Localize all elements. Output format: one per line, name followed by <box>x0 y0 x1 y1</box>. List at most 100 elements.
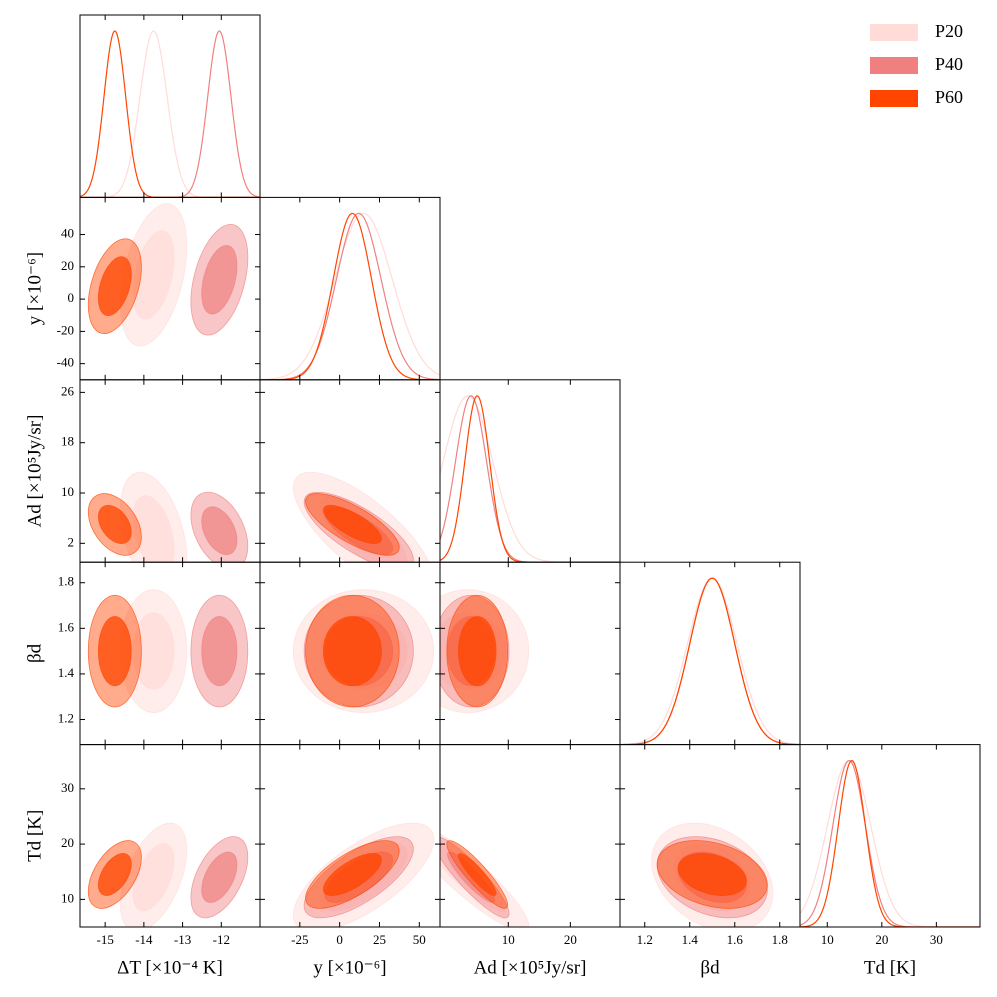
density-curve <box>620 577 800 745</box>
panel <box>620 577 800 745</box>
x-tick-label: 20 <box>875 932 888 947</box>
density-curve <box>80 30 260 198</box>
density-curve <box>440 395 620 563</box>
x-tick-label: 10 <box>502 932 515 947</box>
panel-frame <box>79 14 261 198</box>
panel <box>800 760 980 927</box>
density-curve <box>260 212 440 380</box>
density-curve <box>80 30 260 198</box>
contour <box>201 244 238 315</box>
y-tick-label: 30 <box>61 780 74 795</box>
y-axis-label: y [×10⁻⁶] <box>24 252 45 325</box>
x-tick-label: -13 <box>174 932 191 947</box>
contour <box>677 853 747 896</box>
legend-label: P20 <box>935 21 963 41</box>
density-curve <box>440 395 620 563</box>
y-tick-label: 20 <box>61 835 74 850</box>
y-tick-label: 18 <box>61 434 74 449</box>
x-tick-label: -15 <box>96 932 113 947</box>
panel <box>440 822 530 927</box>
x-tick-label: 10 <box>821 932 834 947</box>
panel <box>292 471 435 563</box>
x-tick-label: -14 <box>135 932 153 947</box>
contour <box>201 616 238 687</box>
x-axis-label: y [×10⁻⁶] <box>313 957 386 978</box>
contour <box>132 495 175 563</box>
panel-frame <box>799 744 981 928</box>
contour <box>322 504 382 544</box>
x-axis-label: Td [K] <box>864 957 916 978</box>
y-axis-label: βd <box>24 643 45 663</box>
legend-swatch <box>870 57 918 74</box>
y-tick-label: 2 <box>68 534 75 549</box>
panel <box>260 212 440 380</box>
density-curve <box>620 577 800 745</box>
panel <box>87 471 249 563</box>
y-tick-label: 10 <box>61 890 74 905</box>
x-tick-label: 0 <box>336 932 343 947</box>
density-curve <box>440 395 620 563</box>
contour <box>97 504 132 544</box>
x-tick-label: 30 <box>930 932 943 947</box>
density-curve <box>800 760 980 927</box>
legend-label: P40 <box>935 54 963 74</box>
y-tick-label: 40 <box>61 226 74 241</box>
x-tick-label: 1.8 <box>772 932 788 947</box>
legend-label: P60 <box>935 87 963 107</box>
contour <box>201 851 238 903</box>
contour <box>97 256 132 317</box>
x-axis-label: ΔT [×10⁻⁴ K] <box>117 957 223 978</box>
y-tick-label: -40 <box>57 355 74 370</box>
contour <box>201 506 238 556</box>
density-curve <box>260 212 440 380</box>
y-tick-label: 1.8 <box>58 574 74 589</box>
y-tick-label: 10 <box>61 484 74 499</box>
legend-swatch <box>870 24 918 41</box>
x-tick-label: 1.2 <box>637 932 653 947</box>
panel <box>87 203 249 347</box>
contour <box>457 616 497 687</box>
panel-frame <box>439 379 621 563</box>
x-tick-label: 25 <box>373 932 386 947</box>
y-tick-label: 1.4 <box>58 665 75 680</box>
contour <box>132 612 175 690</box>
contour <box>97 616 132 687</box>
x-tick-label: 1.4 <box>682 932 699 947</box>
x-tick-label: 50 <box>413 932 426 947</box>
x-tick-label: -12 <box>213 932 230 947</box>
density-curve <box>800 760 980 927</box>
density-curve <box>800 760 980 927</box>
panel <box>292 822 435 927</box>
y-tick-label: -20 <box>57 322 74 337</box>
x-tick-label: 1.6 <box>727 932 744 947</box>
panel <box>80 30 260 198</box>
panel-frame <box>619 561 801 746</box>
legend-swatch <box>870 90 918 107</box>
contour <box>322 616 382 687</box>
y-tick-label: 20 <box>61 258 74 273</box>
contour <box>132 230 175 320</box>
x-axis-label: βd <box>700 957 720 978</box>
density-curve <box>260 212 440 380</box>
contour <box>132 843 175 912</box>
panel <box>292 589 435 713</box>
panel <box>87 822 249 927</box>
panel <box>651 822 774 927</box>
y-tick-label: 26 <box>61 383 75 398</box>
y-axis-label: Td [K] <box>24 810 45 862</box>
x-tick-label: -25 <box>291 932 308 947</box>
panel <box>440 395 620 563</box>
x-tick-label: 20 <box>564 932 577 947</box>
y-axis-label: Ad [×10⁵Jy/sr] <box>24 415 45 528</box>
contour <box>97 853 132 896</box>
density-curve <box>620 577 800 745</box>
contour <box>322 853 382 896</box>
y-tick-label: 1.2 <box>58 711 74 726</box>
y-tick-label: 0 <box>68 290 75 305</box>
y-tick-label: 1.6 <box>58 619 75 634</box>
panel <box>87 589 249 713</box>
panel <box>440 589 530 713</box>
x-axis-label: Ad [×10⁵Jy/sr] <box>474 957 587 978</box>
contour <box>457 853 497 896</box>
